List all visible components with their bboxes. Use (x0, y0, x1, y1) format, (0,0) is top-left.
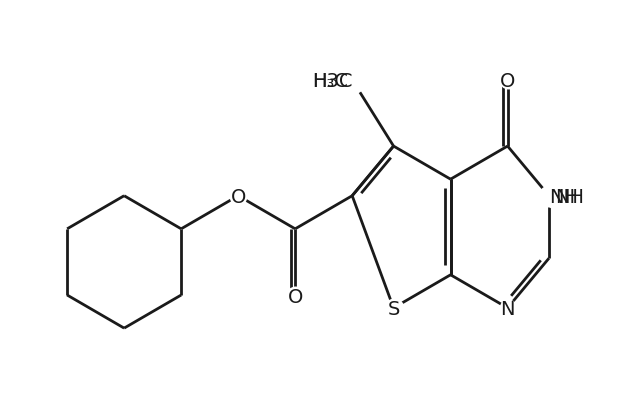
Text: N: N (500, 300, 515, 319)
Text: S: S (387, 300, 400, 319)
Text: O: O (500, 72, 515, 91)
Text: NH: NH (556, 188, 584, 207)
Text: O: O (287, 288, 303, 306)
Text: NH: NH (549, 188, 578, 207)
Text: H3C: H3C (312, 72, 352, 91)
Text: H₃C: H₃C (312, 72, 348, 91)
Text: O: O (230, 188, 246, 207)
